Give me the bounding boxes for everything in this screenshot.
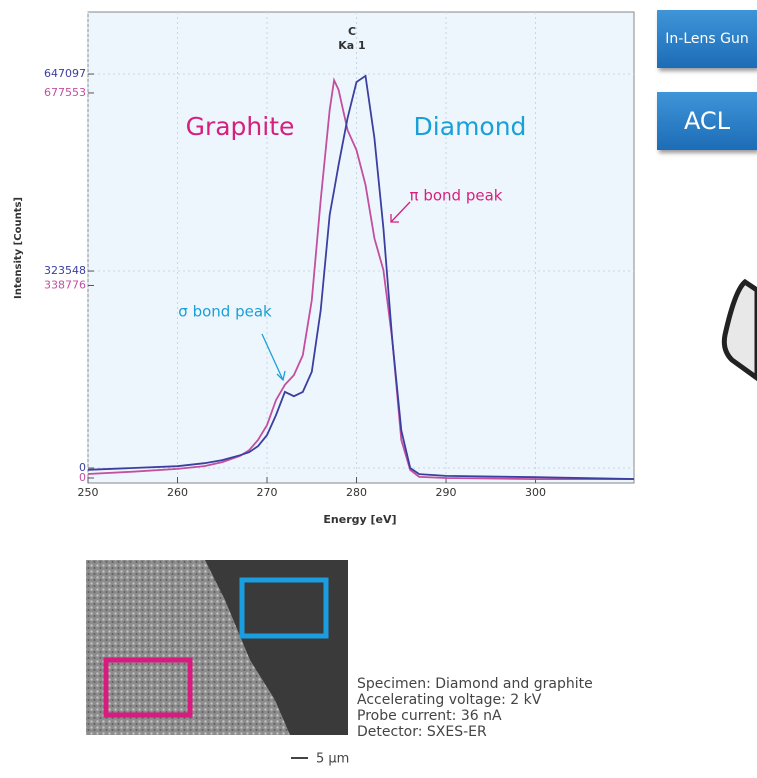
info-line: Detector: SXES-ER [357, 724, 593, 740]
chart-subtitle: Ka 1 [338, 39, 365, 52]
legend-label: Graphite [186, 112, 295, 141]
info-line: Accelerating voltage: 2 kV [357, 692, 593, 708]
x-tick-label: 260 [167, 486, 188, 499]
y-tick-label: 323548 [44, 264, 86, 277]
scale-bar-label: 5 μm [316, 752, 349, 767]
y-tick-label: 338776 [44, 278, 86, 291]
button[interactable]: In-Lens Gun [657, 10, 757, 68]
x-axis-label: Energy [eV] [323, 513, 396, 526]
legend-label: Diamond [414, 112, 527, 141]
y-tick-label: 647097 [44, 67, 86, 80]
x-tick-label: 280 [346, 486, 367, 499]
chart: C Ka 1 Energy [eV] Intensity [Counts] Gr… [0, 0, 757, 778]
info-line: Specimen: Diamond and graphite [357, 676, 593, 692]
x-tick-label: 290 [436, 486, 457, 499]
page: {"chart_data": {"type": "line", "title":… [0, 0, 757, 778]
x-tick-label: 300 [525, 486, 546, 499]
x-tick-label: 250 [78, 486, 99, 499]
y-tick-label: 677553 [44, 86, 86, 99]
chart-title: C [348, 25, 356, 38]
x-tick-label: 270 [257, 486, 278, 499]
info-line: Probe current: 36 nA [357, 708, 593, 724]
y-tick-label: 0 [79, 471, 86, 484]
y-axis-label: Intensity [Counts] [13, 197, 24, 299]
plot-area [88, 12, 634, 483]
annotation: σ bond peak [178, 303, 272, 321]
device-graphic [724, 282, 757, 378]
button[interactable]: ACL [657, 92, 757, 150]
specimen-info: Specimen: Diamond and graphite Accelerat… [357, 676, 593, 740]
annotation: π bond peak [410, 187, 503, 205]
